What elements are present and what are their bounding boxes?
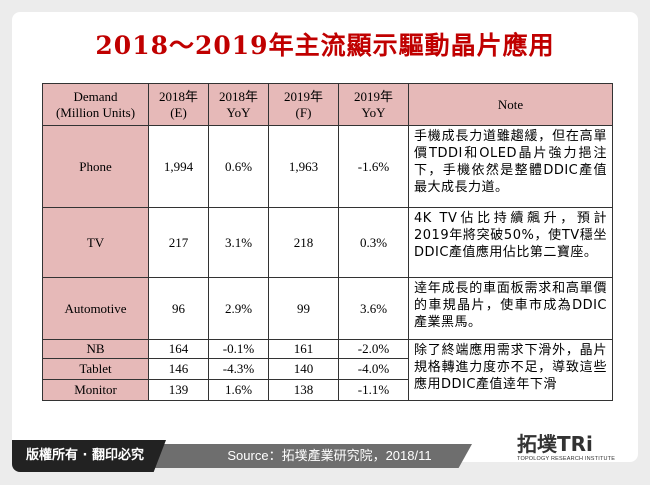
header-demand: Demand (Million Units) [42,83,149,126]
cell-2019-yoy: -4.0% [338,358,409,380]
cell-2019-yoy: -1.6% [338,125,409,208]
cell-2019: 140 [268,358,339,380]
cell-app: Tablet [42,358,149,380]
cell-2019: 218 [268,207,339,278]
cell-note: 手機成長力道雖趨緩，但在高單價TDDI和OLED晶片強力挹注下，手機依然是整體D… [408,125,613,208]
header-2019f: 2019年 (F) [268,83,339,126]
logo-subtitle: TOPOLOGY RESEARCH INSTITUTE [517,456,616,462]
cell-app: Phone [42,125,149,208]
cell-2018-yoy: 1.6% [208,379,269,401]
cell-2018-yoy: 2.9% [208,277,269,340]
copyright-text: 版權所有 · 翻印必究 [12,440,166,472]
tri-logo: 拓墣TRi TOPOLOGY RESEARCH INSTITUTE [517,432,627,468]
cell-2018: 139 [148,379,209,401]
cell-app: Monitor [42,379,149,401]
cell-2018-yoy: 0.6% [208,125,269,208]
table-row: Tablet 146 -4.3% 140 -4.0% [42,358,613,380]
cell-2019: 138 [268,379,339,401]
cell-2018: 217 [148,207,209,278]
table-row: NB 164 -0.1% 161 -2.0% 除了終端應用需求下滑外，晶片規格轉… [42,339,613,401]
cell-2019-yoy: -2.0% [338,339,409,359]
cell-note: 逹年成長的車面板需求和高單價的車規晶片，使車市成為DDIC產業黑馬。 [408,277,613,340]
cell-2018: 146 [148,358,209,380]
cell-2019: 99 [268,277,339,340]
cell-app: NB [42,339,149,359]
cell-2018-yoy: -4.3% [208,358,269,380]
page-title: 2018～2019年主流顯示驅動晶片應用 [95,31,555,60]
source-text: Source：拓墣產業研究院，2018/11 [137,444,472,468]
cell-2019: 1,963 [268,125,339,208]
cell-2018: 1,994 [148,125,209,208]
table-row: Automotive 96 2.9% 99 3.6% 逹年成長的車面板需求和高單… [42,277,613,340]
cell-2018: 164 [148,339,209,359]
cell-2019-yoy: -1.1% [338,379,409,401]
cell-note: 除了終端應用需求下滑外，晶片規格轉進力度亦不足，導致這些應用DDIC產值逹年下滑 [408,339,613,401]
cell-2018-yoy: -0.1% [208,339,269,359]
header-2018-yoy: 2018年 YoY [208,83,269,126]
table-header-row: Demand (Million Units) 2018年 (E) 2018年 YoY … [42,83,613,126]
cell-2019-yoy: 3.6% [338,277,409,340]
table-row: Monitor 139 1.6% 138 -1.1% [42,379,613,401]
cell-2018-yoy: 3.1% [208,207,269,278]
table-row: Phone 1,994 0.6% 1,963 -1.6% 手機成長力道雖趨緩，但… [42,125,613,208]
table-row: TV 217 3.1% 218 0.3% 4K TV佔比持續飆升，預計2019年… [42,207,613,278]
cell-2019: 161 [268,339,339,359]
cell-app: TV [42,207,149,278]
header-2018e: 2018年 (E) [148,83,209,126]
cell-app: Automotive [42,277,149,340]
header-2019-yoy: 2019年 YoY [338,83,409,126]
cell-2018: 96 [148,277,209,340]
logo-text: 拓墣TRi [517,432,593,456]
footer: Source：拓墣產業研究院，2018/11 版權所有 · 翻印必究 拓墣TRi… [12,432,638,472]
header-note: Note [408,83,613,126]
cell-2019-yoy: 0.3% [338,207,409,278]
cell-note: 4K TV佔比持續飆升，預計2019年將突破50%，使TV穩坐DDIC產值應用佔… [408,207,613,278]
ddic-demand-table: Demand (Million Units) 2018年 (E) 2018年 YoY … [42,83,613,401]
